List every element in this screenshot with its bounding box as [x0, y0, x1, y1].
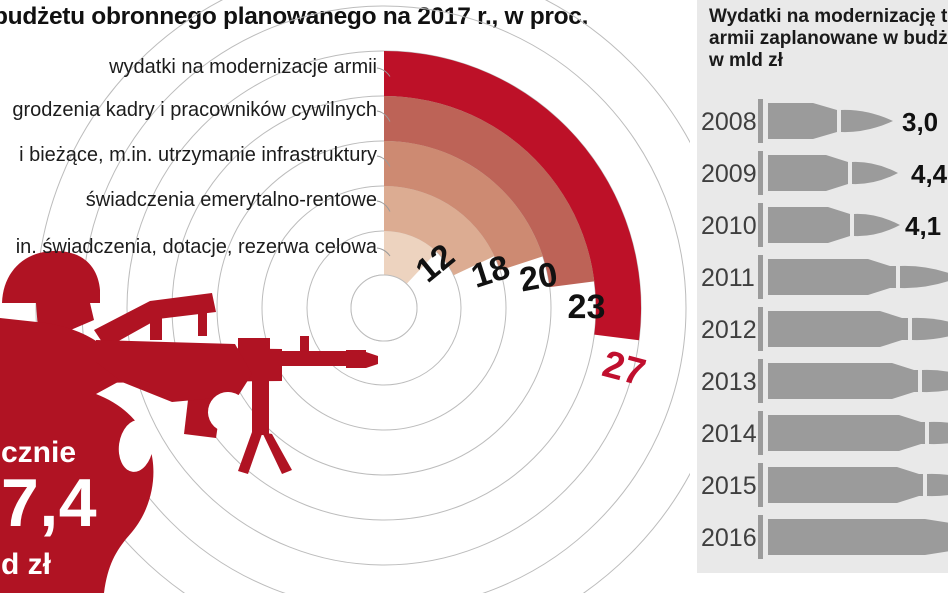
bullet-rim	[758, 151, 763, 195]
value-label: 4,1	[905, 211, 942, 241]
bullet-case	[768, 467, 923, 503]
total-unit-fragment: d zł	[1, 548, 51, 581]
right-chart-title: Wydatki na modernizację t armii zaplanow…	[709, 6, 948, 72]
right-chart-title-line3: w mld zł	[709, 50, 783, 71]
bullet-tip	[922, 369, 948, 393]
silhouette-cutout-elbow	[118, 420, 154, 472]
scope-mounts	[150, 302, 207, 340]
leader-line	[376, 110, 391, 122]
total-label-fragment: cznie	[1, 436, 77, 469]
bullet-rim	[758, 515, 763, 559]
leader-line	[376, 67, 391, 77]
leader-line	[376, 155, 391, 167]
bullet-bar	[758, 515, 948, 559]
bullet-row-2008: 2008 3,0	[697, 95, 948, 147]
bullet-rim	[758, 99, 763, 143]
ring-arc-23	[384, 96, 595, 288]
soldier-torso-leg	[0, 318, 154, 593]
ring-value-label-20: 20	[516, 255, 560, 299]
ring-arc-20	[384, 141, 543, 271]
category-label: świadczenia emerytalno-rentowe	[85, 189, 377, 211]
budget-structure-panel: budżetu obronnego planowanego na 2017 r.…	[0, 0, 690, 593]
year-label: 2012	[701, 316, 757, 344]
right-chart-title-line2: armii zaplanowane w budż	[709, 28, 948, 49]
bullet-bar	[758, 151, 898, 195]
bullet-row-2014: 2014	[697, 407, 948, 459]
leader-line	[376, 200, 391, 212]
ring-arc-12	[384, 231, 437, 284]
bullet-bar	[758, 411, 948, 455]
value-label: 4,4	[911, 159, 948, 189]
leader-lines	[376, 67, 391, 257]
soldier-helmet	[2, 250, 100, 303]
bullet-case	[768, 415, 925, 451]
total-value-fragment: 7,4	[1, 465, 98, 541]
bullet-case	[768, 311, 908, 347]
modernization-spending-panel: Wydatki na modernizację t armii zaplanow…	[697, 0, 948, 573]
value-label: 3,0	[902, 107, 939, 137]
year-label: 2015	[701, 472, 757, 500]
bullet-case	[768, 155, 848, 191]
bullet-case	[768, 259, 896, 295]
year-label: 2016	[701, 524, 757, 552]
rifle-front-sight	[238, 336, 309, 351]
bullet-row-2011: 2011	[697, 251, 948, 303]
category-label: in. świadczenia, dotacje, rezerwa celowa	[15, 236, 377, 258]
bullet-tip	[852, 161, 898, 185]
silhouette-cutout-hand	[208, 392, 248, 432]
category-label: grodzenia kadry i pracowników cywilnych	[12, 99, 377, 121]
grid-circle	[35, 0, 690, 593]
soldier-arm	[96, 340, 252, 402]
bullet-bar	[758, 359, 948, 403]
bullet-tip	[854, 213, 900, 237]
bullet-rim	[758, 359, 763, 403]
center-circle	[350, 274, 418, 342]
ring-value-label-27: 27	[598, 343, 650, 394]
bullet-rim	[758, 463, 763, 507]
bullet-row-2010: 2010 4,1	[697, 199, 948, 251]
bullet-row-2012: 2012	[697, 303, 948, 355]
year-label: 2008	[701, 108, 757, 136]
bullet-row-2009: 2009 4,4	[697, 147, 948, 199]
rifle-foregrip	[238, 381, 292, 474]
ring-value-label-23: 23	[567, 288, 605, 326]
soldier-silhouette	[0, 250, 378, 593]
bullet-bar	[758, 463, 948, 507]
bullet-case	[768, 103, 837, 139]
ring-arc-27	[384, 51, 642, 341]
leader-line	[376, 247, 391, 257]
bullet-row-2015: 2015	[697, 459, 948, 511]
bullet-bar	[758, 307, 948, 351]
bullet-case	[768, 207, 850, 243]
bullet-rim	[758, 411, 763, 455]
bullet-tip	[841, 109, 893, 133]
bullet-case	[768, 519, 948, 555]
bullet-bar	[758, 99, 893, 143]
bullet-tip	[912, 317, 948, 341]
ring-arcs	[350, 51, 642, 342]
ring-arc-18	[384, 186, 495, 276]
bullet-rim	[758, 255, 763, 299]
bullet-rim	[758, 307, 763, 351]
bullet-bar	[758, 255, 948, 299]
bullet-tip	[927, 473, 948, 497]
category-label: i bieżące, m.in. utrzymanie infrastruktu…	[19, 144, 377, 166]
year-label: 2014	[701, 420, 757, 448]
right-chart-title-line1: Wydatki na modernizację t	[709, 6, 948, 27]
bullet-row-2013: 2013	[697, 355, 948, 407]
year-label: 2010	[701, 212, 757, 240]
rifle-barrel	[282, 350, 378, 368]
category-label: wydatki na modernizacje armii	[109, 56, 377, 78]
bullet-bar	[758, 203, 900, 247]
year-label: 2011	[701, 264, 755, 292]
bullet-tip	[929, 421, 948, 445]
year-label: 2009	[701, 160, 757, 188]
bullet-rim	[758, 203, 763, 247]
bullet-case	[768, 363, 918, 399]
year-label: 2013	[701, 368, 757, 396]
bullet-row-2016: 2016	[697, 511, 948, 563]
bullet-tip	[900, 265, 948, 289]
